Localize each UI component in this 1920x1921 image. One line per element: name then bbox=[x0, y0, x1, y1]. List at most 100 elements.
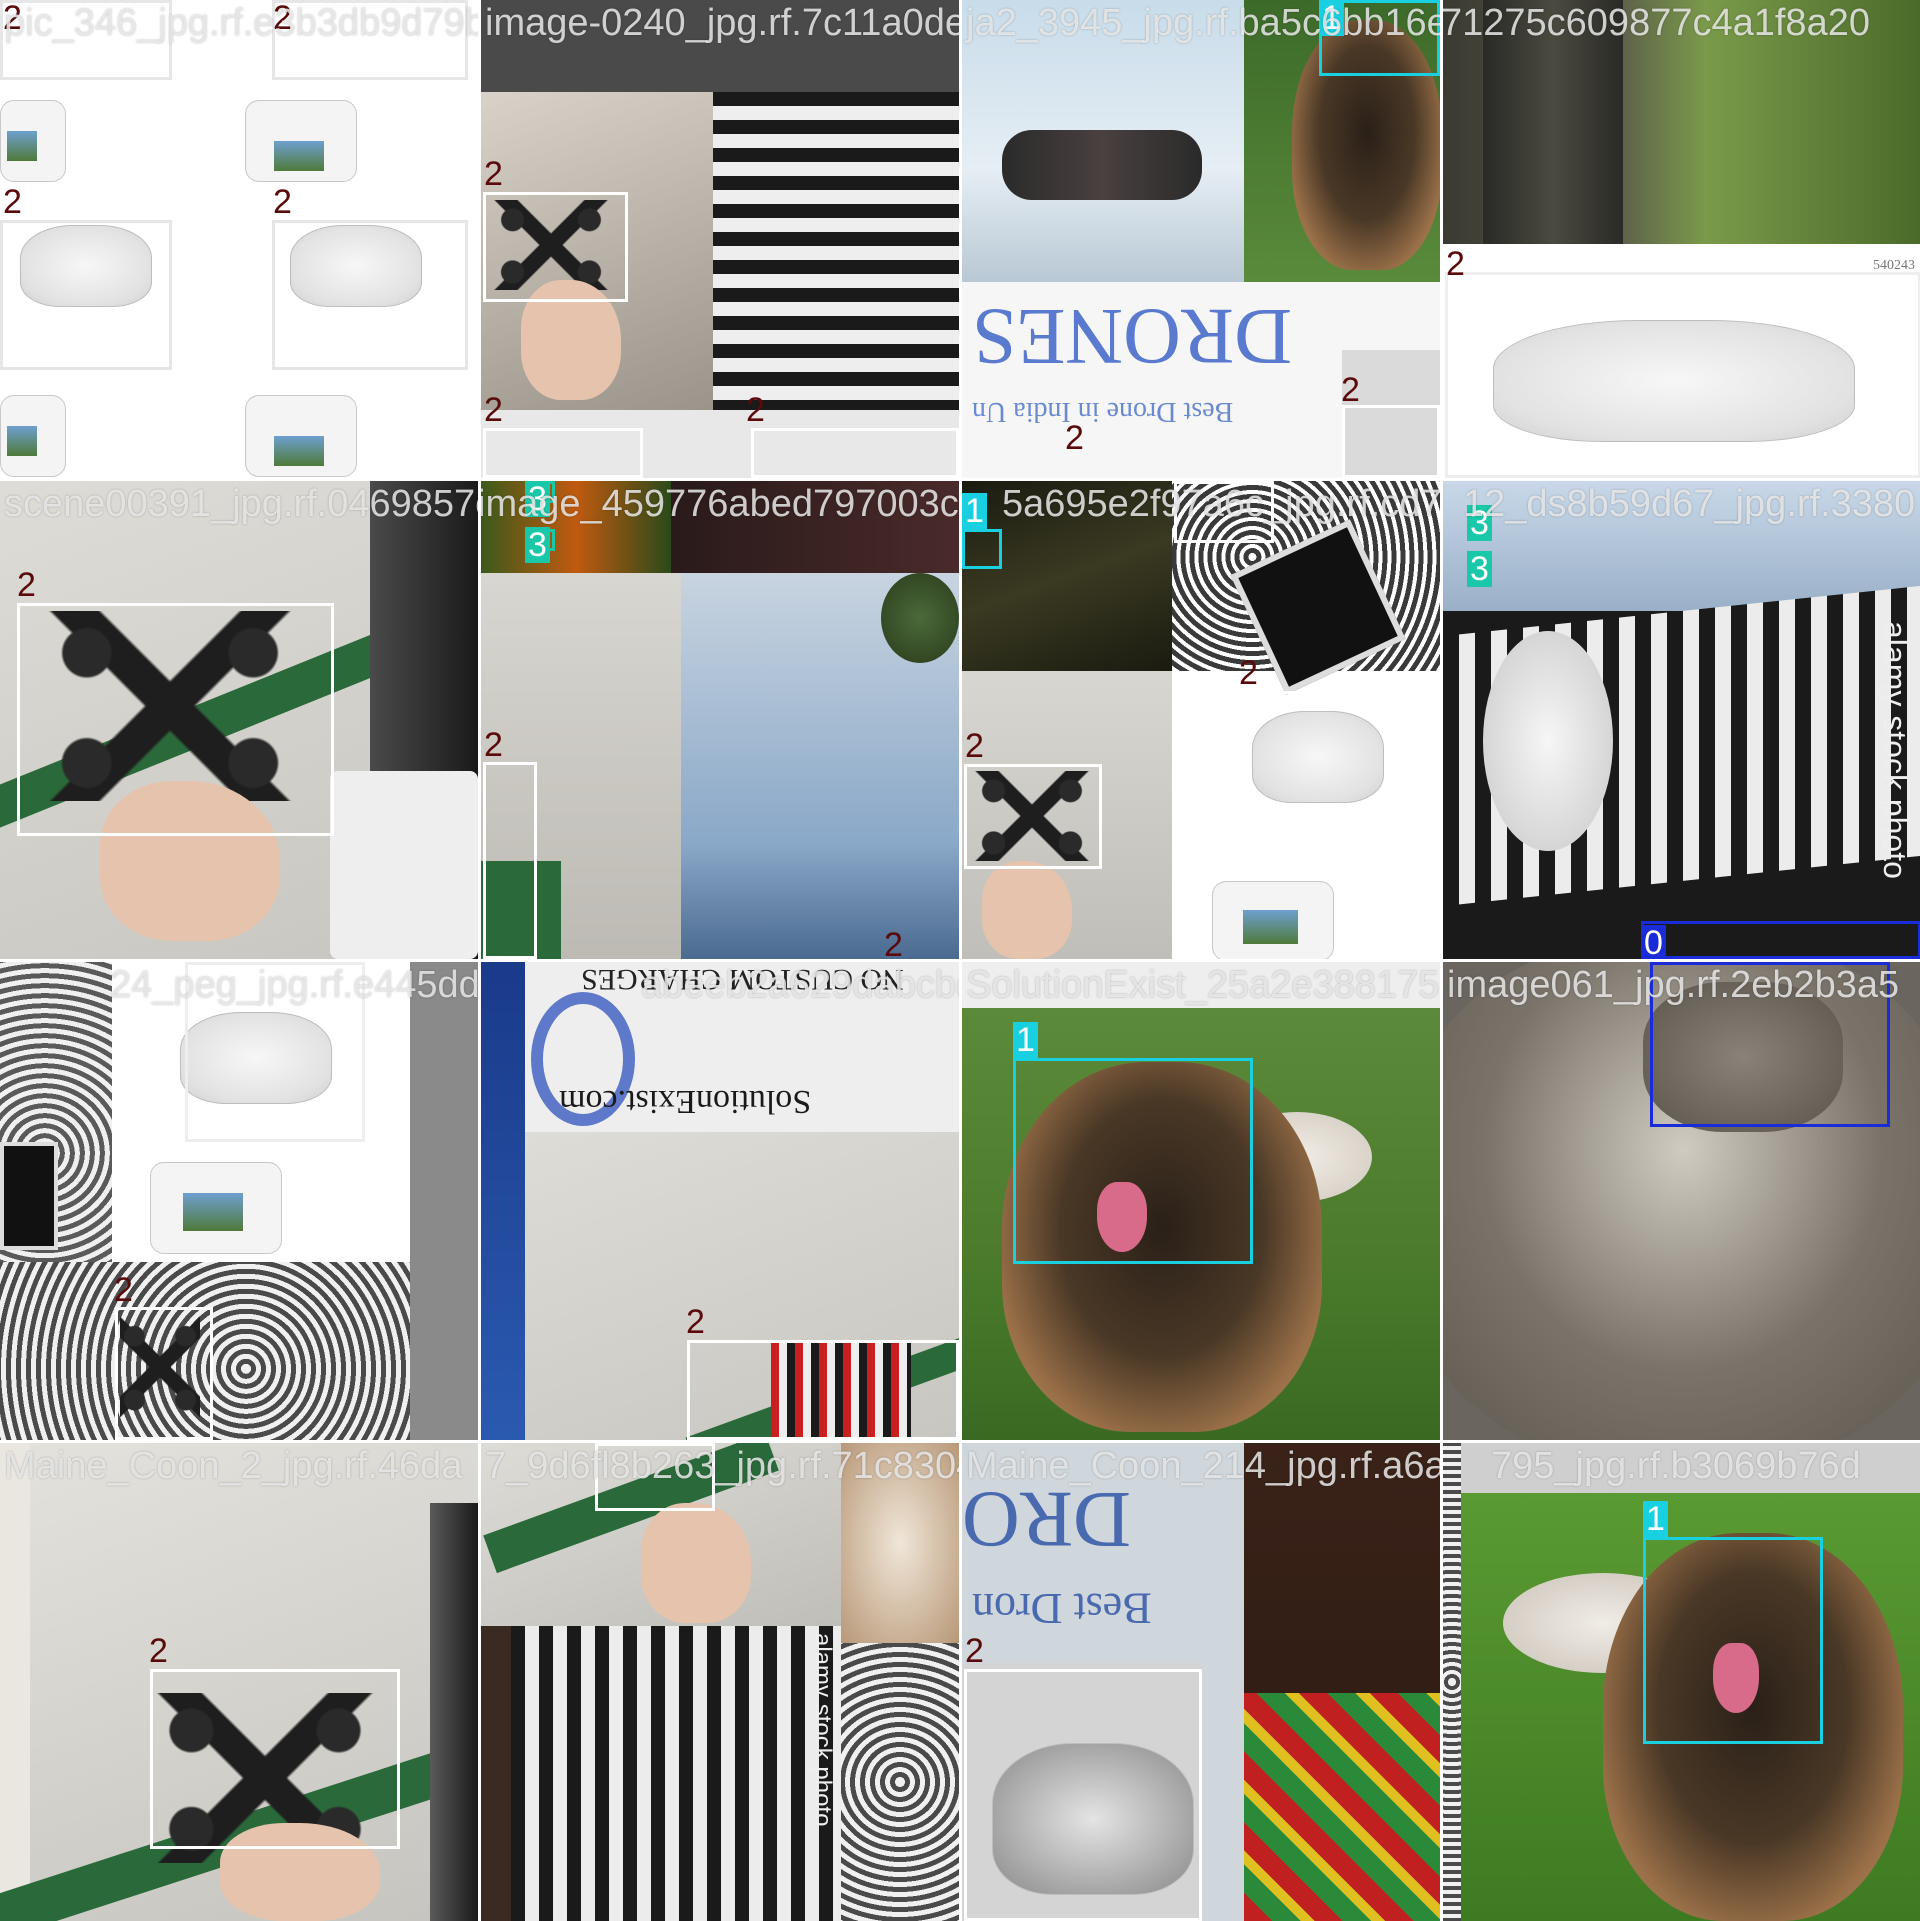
drone-image bbox=[992, 1743, 1194, 1895]
mosaic-tile: DRO Best Dron 2 Maine_Coon_214_jpg.rf.a6… bbox=[962, 1443, 1440, 1921]
image-filename: image061_jpg.rf.2eb2b3a5 bbox=[1447, 964, 1900, 1006]
fpv-drone-image bbox=[972, 771, 1092, 861]
drone-image bbox=[1252, 711, 1384, 803]
image-filename: pic_346_jpg.rf.e3b3db9d79bfd6acd6a63c3ad… bbox=[4, 2, 478, 44]
dog-tongue bbox=[1713, 1643, 1759, 1713]
class-label: 2 bbox=[1446, 245, 1465, 283]
detection-box bbox=[1445, 272, 1920, 478]
class-label: 2 bbox=[3, 183, 22, 221]
mosaic-tile: 2 2 2 image-0240_jpg.rf.7c11a0de6e2bee27… bbox=[481, 0, 959, 478]
brand-watermark: SolutionExist.com bbox=[559, 1083, 812, 1120]
drone-image bbox=[20, 225, 152, 307]
drone-image bbox=[290, 225, 422, 307]
detection-box bbox=[0, 0, 172, 80]
detection-box bbox=[1013, 1058, 1253, 1264]
class-label: 3 bbox=[1467, 505, 1492, 541]
mosaic-tile: NO CUSTOM CHARGES SolutionExist.com 2 2 … bbox=[481, 962, 959, 1440]
remote-controller-image bbox=[0, 395, 66, 477]
detection-box bbox=[751, 428, 959, 478]
class-label: 2 bbox=[149, 1632, 168, 1670]
class-label: 1 bbox=[1013, 1022, 1038, 1058]
drone-ad-watermark: DRONES bbox=[972, 292, 1293, 380]
class-label: 2 bbox=[686, 1303, 705, 1341]
fpv-drone-image bbox=[120, 1312, 200, 1422]
dog-image bbox=[1002, 1062, 1322, 1432]
class-label: 3 bbox=[1467, 551, 1492, 587]
dog-image bbox=[1603, 1533, 1903, 1921]
mosaic-tile: 1 2 2 2 5a695e2f97a6c_jpg.rf.cd7e04 bbox=[962, 481, 1440, 959]
drone-ad-watermark: Best Dron bbox=[972, 1584, 1152, 1633]
mosaic-tile: 1 SolutionExist_25a2e3881751a79 bbox=[962, 962, 1440, 1440]
class-label: 2 bbox=[273, 0, 292, 37]
detection-box bbox=[687, 1340, 959, 1440]
image-filename: Maine_Coon_214_jpg.rf.a6a79b5 bbox=[966, 1445, 1440, 1487]
stock-watermark: alamy stock photo bbox=[1877, 621, 1913, 879]
detection-box bbox=[1319, 0, 1440, 76]
detection-box bbox=[1643, 1537, 1823, 1744]
detection-box bbox=[1650, 962, 1890, 1127]
image-filename: 7_9d6fl8b263_jpg.rf.71c8304f bbox=[485, 1445, 959, 1487]
hand bbox=[982, 861, 1072, 959]
watermark-code: 540243 bbox=[1873, 258, 1915, 273]
image-filename: abeeb2a629dabcbd4a25 bbox=[641, 964, 959, 1006]
detection-box bbox=[17, 603, 334, 836]
image-filename: image_459776abed797003ca bbox=[481, 483, 959, 525]
class-label: 2 bbox=[273, 183, 292, 221]
detection-box bbox=[272, 0, 468, 80]
drone-image bbox=[1493, 320, 1855, 442]
drone-image bbox=[180, 1012, 332, 1104]
detection-box bbox=[272, 220, 468, 370]
image-filename: 12_ds8b59d67_jpg.rf.3380 bbox=[1463, 483, 1916, 525]
class-label: 2 bbox=[884, 926, 903, 959]
image-filename: ja2_3945_jpg.rf.ba5c6bb16ea69a871c27 bbox=[966, 2, 1440, 44]
dog-tongue bbox=[1097, 1182, 1147, 1252]
class-label: 3 bbox=[525, 481, 550, 517]
class-label: 2 bbox=[484, 726, 503, 764]
detection-box bbox=[1240, 691, 1440, 841]
fpv-drone-image bbox=[40, 611, 300, 801]
remote-controller-image bbox=[1212, 881, 1334, 959]
detection-box bbox=[115, 1307, 213, 1440]
hand bbox=[100, 781, 280, 941]
class-label: 2 bbox=[484, 155, 503, 193]
mosaic-tile: 1 795_jpg.rf.b3069b76d bbox=[1443, 1443, 1920, 1921]
drone-ad-watermark: Best Drone in India Un bbox=[972, 396, 1234, 427]
class-label: 2 bbox=[180, 962, 205, 964]
class-label: 0 bbox=[1641, 925, 1666, 959]
remote-controller-image bbox=[150, 1162, 282, 1254]
mosaic-tile: alamy stock photo 2 7_9d6fl8b263_jpg.rf.… bbox=[481, 1443, 959, 1921]
detection-box bbox=[483, 428, 643, 478]
fpv-drone-image bbox=[491, 200, 611, 290]
class-label: 2 bbox=[591, 1443, 616, 1445]
class-label: 2 bbox=[114, 1271, 133, 1309]
image-filename: scene00391_jpg.rf.0469857e1bc82a7597 bbox=[4, 483, 478, 525]
image-filename: 71275c609877c4a1f8a20 bbox=[1443, 2, 1870, 44]
class-label: 2 bbox=[1239, 654, 1258, 692]
class-label: 1 bbox=[1319, 0, 1344, 36]
image-filename: image-0240_jpg.rf.7c11a0de6e2bee27a3279 bbox=[485, 2, 959, 44]
detection-box bbox=[964, 1669, 1202, 1921]
dog-image bbox=[1292, 20, 1440, 270]
class-label: 3 bbox=[525, 527, 550, 563]
detection-box bbox=[0, 220, 172, 370]
detection-box bbox=[150, 1669, 400, 1849]
detection-box bbox=[1641, 921, 1920, 959]
stock-watermark: alamy stock photo bbox=[809, 1633, 836, 1827]
class-label: 1 bbox=[962, 493, 987, 529]
mosaic-tile: 3 3 2 2 image_459776abed797003ca bbox=[481, 481, 959, 959]
class-label: 2 bbox=[17, 566, 36, 604]
class-label: 2 bbox=[965, 727, 984, 765]
image-filename: 5a695e2f97a6c_jpg.rf.cd7e04 bbox=[1002, 483, 1440, 525]
hand bbox=[220, 1823, 380, 1921]
detection-box bbox=[483, 762, 537, 959]
mosaic-tile: 540243 2 71275c609877c4a1f8a20 bbox=[1443, 0, 1920, 478]
detection-box bbox=[964, 764, 1102, 869]
class-label: 2 bbox=[965, 1632, 984, 1670]
image-filename: Maine_Coon_2_jpg.rf.46da bbox=[4, 1445, 463, 1487]
mosaic-tile: alamy stock photo 3 3 0 12_ds8b59d67_jpg… bbox=[1443, 481, 1920, 959]
image-filename: SolutionExist_25a2e3881751a79 bbox=[966, 964, 1440, 1006]
class-label: 1 bbox=[1643, 1501, 1668, 1537]
class-label: 2 bbox=[1341, 371, 1360, 409]
detection-box bbox=[1342, 405, 1440, 478]
